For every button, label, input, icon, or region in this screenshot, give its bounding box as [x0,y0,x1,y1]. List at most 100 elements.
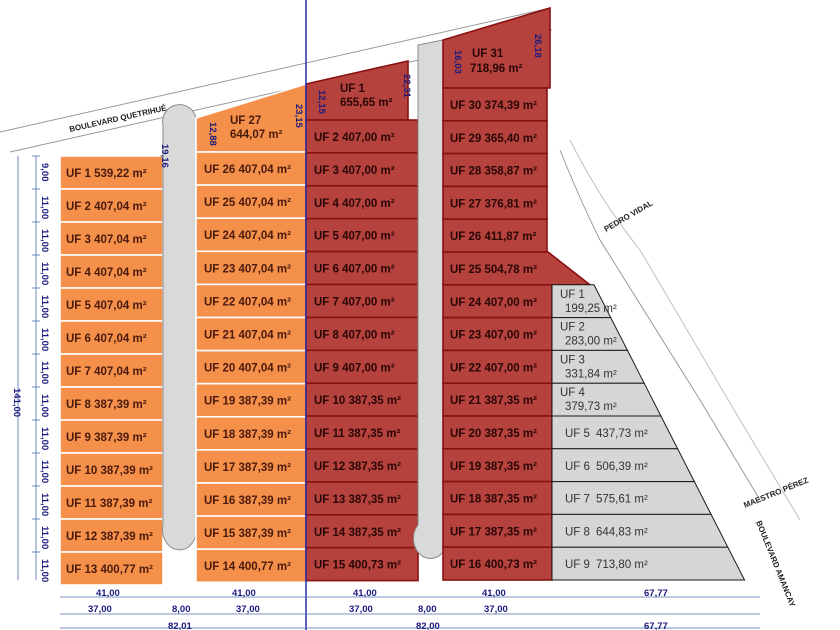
lot-orange-right[interactable] [195,482,307,517]
lot-orange-right-label: UF 21 407,04 m² [204,330,291,342]
lot-red-right[interactable] [442,120,548,155]
lot-red-uf31[interactable] [442,6,551,89]
lot-orange-right-label: UF 25 407,04 m² [204,197,291,209]
lot-red-left-label: UF 10 387,35 m² [314,395,401,407]
dim-bottom-41-c: 41,00 [353,588,377,599]
lot-orange-left-label: UF 4 407,04 m² [66,267,147,279]
lot-grey-area: 199,25 m² [565,303,617,315]
lot-orange-right[interactable] [195,283,307,319]
lot-red-right[interactable] [442,415,553,450]
cul-de-sac-left [162,104,197,551]
dim-total-height: 141,00 [11,388,22,417]
lot-orange-uf27-name: UF 27 [230,115,261,127]
lot-red-uf1-name: UF 1 [340,83,366,95]
lot-red-right[interactable] [442,218,548,253]
lot-red-left-label: UF 8 407,00 m² [314,329,395,341]
lot-orange-right[interactable] [195,382,307,418]
lot-red-uf1-area: 655,65 m² [340,97,393,109]
block-orange-left: UF 1 539,22 m² UF 2 407,04 m² UF 3 407,04 … [59,155,164,586]
dim-12-15: 12,15 [316,90,327,114]
lot-red-right[interactable] [442,185,548,220]
lot-red-right-label: UF 20 387,35 m² [450,428,537,440]
lot-orange-right[interactable] [195,184,307,220]
lot-orange-right[interactable] [195,316,307,352]
dim-row: 11,00 [39,295,50,318]
lot-orange-left-label: UF 5 407,04 m² [66,300,147,312]
lot-orange-left-label: UF 6 407,04 m² [66,333,147,345]
dim-bottom-37-a: 37,00 [88,604,112,615]
lot-red-right[interactable] [442,316,553,352]
dim-bottom-8-b: 8,00 [418,604,437,615]
lot-grey-area: 575,61 m² [596,494,648,506]
lot-grey[interactable] [551,546,746,581]
lot-red-left[interactable] [305,546,419,582]
dim-left-rows: 9,00 11,00 11,00 11,00 11,00 11,00 11,00 11,00 1… [32,155,50,582]
lot-red-right[interactable] [442,152,548,188]
lot-grey-area: 713,80 m² [596,559,648,571]
dim-bottom-67-77-b: 67,77 [644,621,668,630]
lot-grey-area: 506,39 m² [596,461,648,473]
lot-orange-right-label: UF 24 407,04 m² [204,230,291,242]
dim-bottom-37-b: 37,00 [236,604,260,615]
street-edge-pedro-vidal [559,149,761,501]
dim-19-16: 19,16 [159,144,170,168]
lot-grey-name: UF 9 [565,559,590,571]
lot-orange-right[interactable] [195,515,307,550]
lot-orange-left-label: UF 12 387,39 m² [66,531,153,543]
lot-red-right-label: UF 23 407,00 m² [450,330,537,342]
dim-bottom-41-b: 41,00 [232,588,256,599]
dim-22-31: 22,31 [401,74,412,98]
lot-orange-right-label: UF 26 407,04 m² [204,164,291,176]
lot-red-right-label: UF 27 376,81 m² [450,198,537,210]
lot-red-uf31-area: 718,96 m² [470,63,523,75]
lot-red-left[interactable] [305,152,419,187]
dim-row: 11,00 [39,427,50,450]
block-red-left: UF 2 407,00 m² UF 3 407,00 m² UF 4 407,00 … [305,119,419,582]
lot-orange-left[interactable] [59,287,164,322]
lot-orange-left-label: UF 13 400,77 m² [66,564,153,576]
lot-orange-right[interactable] [195,151,307,186]
lot-orange-left-label: UF 1 539,22 m² [66,168,147,180]
lot-red-right[interactable] [442,87,548,122]
dim-row: 11,00 [39,196,50,219]
lot-red-left-label: UF 5 407,00 m² [314,231,395,243]
lot-red-left-label: UF 13 387,35 m² [314,494,401,506]
lot-orange-left-label: UF 7 407,04 m² [66,366,147,378]
lot-grey-name: UF 6 [565,461,590,473]
lot-red-right[interactable] [442,546,553,581]
dim-row: 11,00 [39,460,50,483]
lot-orange-right[interactable] [195,250,307,286]
lot-grey-area: 379,73 m² [565,401,617,413]
lot-red-right-label: UF 19 387,35 m² [450,461,537,473]
dim-bottom-37-d: 37,00 [484,604,508,615]
lot-red-uf31-name: UF 31 [472,48,504,60]
dim-row: 11,00 [39,262,50,285]
dim-bottom-41-a: 41,00 [96,588,120,599]
dim-bottom-total-left: 82,01 [168,621,192,630]
lot-orange-right[interactable] [195,349,307,385]
lot-red-left-label: UF 2 407,00 m² [314,132,395,144]
lot-red-right-label: UF 16 400,73 m² [450,559,537,571]
lot-orange-left-label: UF 11 387,39 m² [66,498,152,510]
lot-red-left-label: UF 12 387,35 m² [314,461,401,473]
street-pedro-vidal: PEDRO VIDAL [603,199,655,234]
lot-orange-right-label: UF 18 387,39 m² [204,429,291,441]
lot-red-right[interactable] [442,447,553,483]
dim-bottom-37-c: 37,00 [349,604,373,615]
lot-red-left-label: UF 15 400,73 m² [314,560,401,572]
lot-orange-left[interactable] [59,551,164,586]
lot-orange-right-label: UF 16 387,39 m² [204,495,291,507]
lot-orange-left-label: UF 2 407,04 m² [66,201,147,213]
lot-orange-left[interactable] [59,485,164,520]
lot-orange-left[interactable] [59,320,164,355]
lot-orange-right-label: UF 20 407,04 m² [204,363,291,375]
lot-red-right-label: UF 18 387,35 m² [450,494,537,506]
lot-red-left-label: UF 14 387,35 m² [314,527,401,539]
lot-red-left[interactable] [305,513,419,549]
lot-red-right-label: UF 29 365,40 m² [450,133,537,145]
lot-orange-left-label: UF 3 407,04 m² [66,234,147,246]
street-boulevard-amancay: BOULEVARD AMANCAY [754,519,797,608]
lot-red-right[interactable] [442,349,553,384]
lot-orange-left[interactable] [59,221,164,256]
lot-orange-left[interactable] [59,188,164,223]
